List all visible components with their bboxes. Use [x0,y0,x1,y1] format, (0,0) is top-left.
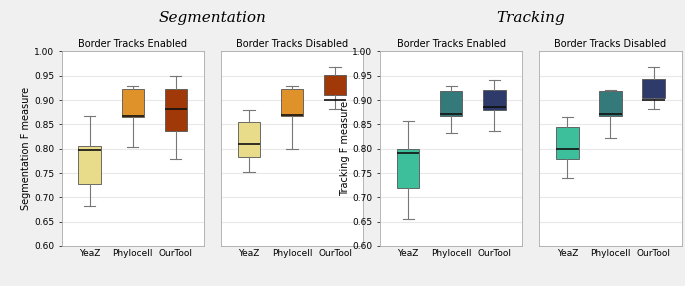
Text: Tracking: Tracking [497,11,565,25]
PathPatch shape [483,90,506,110]
PathPatch shape [324,75,347,95]
PathPatch shape [281,90,303,116]
PathPatch shape [440,91,462,116]
Y-axis label: Segmentation F measure: Segmentation F measure [21,87,31,210]
Title: Border Tracks Disabled: Border Tracks Disabled [236,39,348,49]
PathPatch shape [164,90,187,131]
PathPatch shape [556,127,579,159]
Title: Border Tracks Enabled: Border Tracks Enabled [397,39,506,49]
PathPatch shape [121,89,144,117]
Title: Border Tracks Disabled: Border Tracks Disabled [554,39,667,49]
PathPatch shape [238,122,260,157]
PathPatch shape [599,91,622,116]
Y-axis label: Tracking F measure: Tracking F measure [340,101,349,196]
Text: Segmentation: Segmentation [158,11,266,25]
PathPatch shape [397,149,419,188]
PathPatch shape [79,146,101,184]
PathPatch shape [643,79,664,98]
Title: Border Tracks Enabled: Border Tracks Enabled [78,39,187,49]
